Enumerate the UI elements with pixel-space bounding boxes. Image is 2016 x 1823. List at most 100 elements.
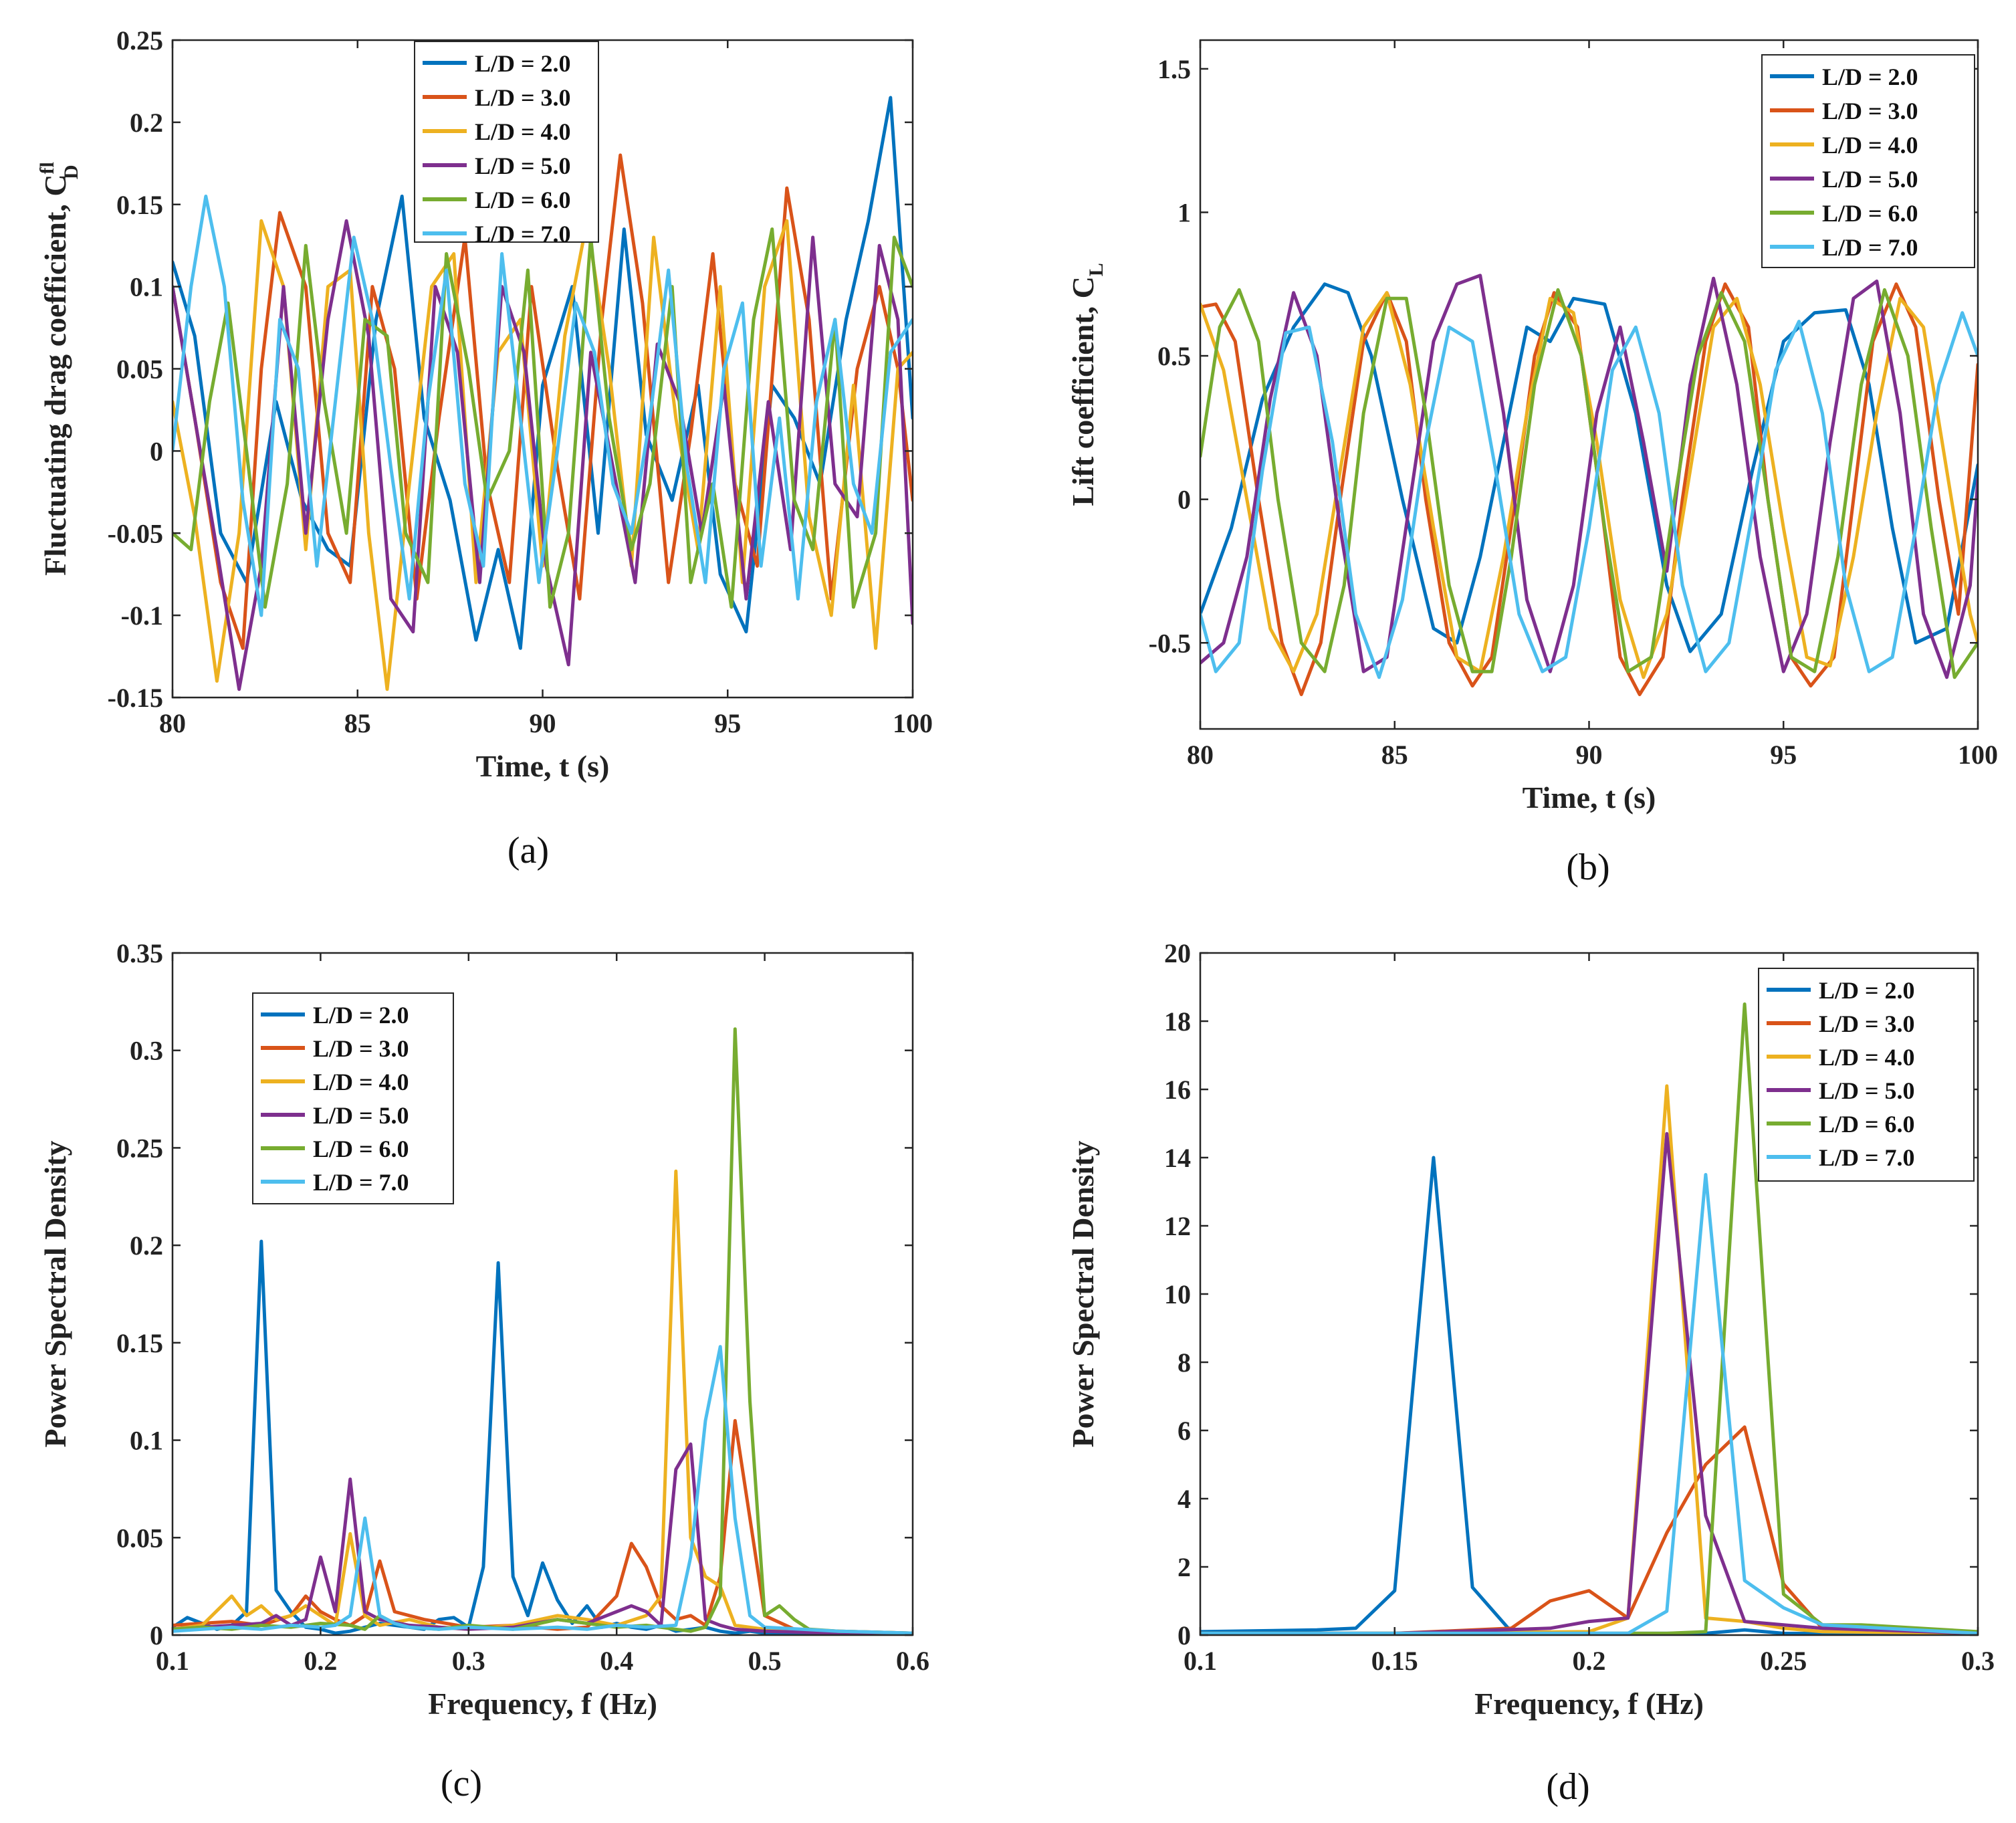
y-axis-label-subscript: D: [60, 165, 82, 179]
x-axis-label: Time, t (s): [1523, 780, 1656, 815]
legend-entry: L/D = 7.0: [313, 1169, 409, 1196]
x-tick-label: 0.3: [1961, 1646, 1995, 1676]
series-line-d-4: [1200, 1132, 1978, 1635]
y-tick-label: 0.2: [130, 1230, 163, 1261]
y-tick-label: 8: [1178, 1348, 1191, 1378]
y-tick-label: 0: [150, 1620, 163, 1650]
y-axis-label-text: Lift coefficient, C: [1066, 276, 1100, 506]
y-tick-label: 0.15: [116, 1328, 163, 1358]
legend-entry: L/D = 2.0: [1819, 977, 1915, 1004]
series-line-a-6: [173, 195, 913, 617]
y-tick-label: 0.25: [116, 25, 163, 56]
legend-entry: L/D = 4.0: [475, 118, 571, 145]
y-tick-label: 0.05: [116, 1523, 163, 1553]
x-tick-label: 85: [1381, 740, 1408, 770]
legend-entry: L/D = 5.0: [475, 152, 571, 179]
legend-entry: L/D = 7.0: [1819, 1144, 1915, 1171]
y-tick-label: -0.5: [1149, 628, 1191, 658]
y-axis-label-text: Power Spectral Density: [38, 1140, 72, 1447]
panel-label: (b): [1566, 847, 1609, 888]
series-line-c-5: [173, 1027, 913, 1635]
x-axis-label: Frequency, f (Hz): [1474, 1687, 1704, 1721]
y-tick-label: -0.05: [108, 518, 163, 548]
series-line-b-6: [1200, 311, 1978, 679]
y-tick-label: 6: [1178, 1416, 1191, 1446]
y-axis-label: Power Spectral Density: [1066, 1140, 1100, 1447]
panel-a: 80 85 90 95 100 -0.15 -0.1 -0.05 0 0.05 0.1 0.15 0.2…: [36, 25, 933, 871]
panel-d: 0.1 0.15 0.2 0.25 0.3 0 2 4 6 8 10 12 14 16 18 20 Freque…: [1066, 938, 1995, 1808]
x-tick-label: 90: [1576, 740, 1603, 770]
legend-entry: L/D = 4.0: [313, 1069, 409, 1095]
y-tick-label: 0: [1178, 1620, 1191, 1650]
x-tick-label: 100: [893, 708, 933, 738]
legend-entry: L/D = 7.0: [1822, 234, 1918, 261]
series-line-b-4: [1200, 274, 1978, 679]
legend-entry: L/D = 5.0: [313, 1102, 409, 1129]
x-axis-label: Frequency, f (Hz): [428, 1687, 657, 1721]
y-axis-label: Fluctuating drag coefficient, Cfl D: [36, 162, 82, 576]
y-tick-label: 0.2: [130, 108, 163, 138]
y-tick-label: -0.1: [121, 601, 163, 631]
x-tick-label: 95: [714, 708, 741, 738]
x-tick-label: 0.2: [304, 1646, 337, 1676]
y-tick-label: 14: [1164, 1143, 1191, 1173]
x-tick-label: 100: [1958, 740, 1998, 770]
y-tick-label: 10: [1164, 1279, 1191, 1309]
x-tick-label: 85: [344, 708, 371, 738]
panel-label: (d): [1546, 1766, 1589, 1808]
legend-entry: L/D = 6.0: [1819, 1111, 1915, 1138]
x-tick-label: 0.1: [1184, 1646, 1217, 1676]
y-tick-label: 16: [1164, 1075, 1191, 1105]
x-axis-label: Time, t (s): [476, 749, 610, 783]
y-tick-label: 0.3: [130, 1036, 163, 1066]
axes-frame: [171, 952, 914, 1636]
legend-box: [1761, 54, 1975, 268]
x-tick-label: 0.2: [1573, 1646, 1606, 1676]
legend-entry: L/D = 4.0: [1819, 1044, 1915, 1071]
x-tick-label: 80: [1187, 740, 1214, 770]
panel-b: 80 85 90 95 100 -0.5 0 0.5 1 1.5 Time, t (s) Lift c…: [1066, 39, 1998, 888]
y-tick-label: 0: [1178, 485, 1191, 515]
y-tick-label: 0.1: [130, 272, 163, 302]
legend-entry: L/D = 5.0: [1822, 166, 1918, 193]
legend-entry: L/D = 6.0: [313, 1136, 409, 1162]
legend-entry: L/D = 3.0: [313, 1035, 409, 1062]
legend-entry: L/D = 2.0: [313, 1002, 409, 1029]
y-tick-label: 4: [1178, 1484, 1191, 1514]
series-line-a-5: [173, 227, 913, 609]
x-tick-label: 0.15: [1371, 1646, 1418, 1676]
x-tick-label: 0.6: [896, 1646, 929, 1676]
x-tick-label: 95: [1770, 740, 1797, 770]
x-tick-label: 90: [530, 708, 556, 738]
x-tick-label: 0.4: [600, 1646, 633, 1676]
legend-entry: L/D = 4.0: [1822, 132, 1918, 158]
y-tick-label: 0.35: [116, 938, 163, 968]
y-tick-label: 20: [1164, 938, 1191, 968]
panel-label: (a): [508, 830, 549, 871]
y-axis-label-text: Power Spectral Density: [1066, 1140, 1100, 1447]
x-tick-label: 80: [159, 708, 186, 738]
y-axis-label-superscript: fl: [36, 162, 58, 174]
y-tick-label: 0.05: [116, 354, 163, 385]
legend-entry: L/D = 3.0: [1822, 98, 1918, 124]
series-line-b-5: [1200, 288, 1978, 679]
y-tick-label: 0.5: [1157, 341, 1191, 371]
legend-entry: L/D = 3.0: [475, 84, 571, 111]
legend-entry: L/D = 6.0: [1822, 200, 1918, 227]
y-axis-label-text: Fluctuating drag coefficient, C: [38, 174, 72, 575]
y-tick-label: 0.25: [116, 1133, 163, 1163]
legend: L/D = 2.0 L/D = 3.0 L/D = 4.0 L/D = 5.0 L/D …: [414, 41, 599, 247]
series-line-c-6: [173, 1345, 913, 1635]
legend-entry: L/D = 3.0: [1819, 1010, 1915, 1037]
y-axis-label-subscript: L: [1085, 263, 1107, 276]
series-line-b-1: [1200, 282, 1978, 653]
legend: L/D = 2.0 L/D = 3.0 L/D = 4.0 L/D = 5.0 L/D …: [1758, 968, 1975, 1182]
series-line-b-3: [1200, 291, 1978, 679]
series-line-d-6: [1200, 1173, 1978, 1635]
y-axis-label: Power Spectral Density: [38, 1140, 72, 1447]
panel-label: (c): [441, 1763, 482, 1804]
series-line-d-1: [1200, 1156, 1978, 1635]
y-tick-label: 12: [1164, 1211, 1191, 1241]
y-axis-label: Lift coefficient, CL: [1066, 263, 1107, 506]
legend: L/D = 2.0 L/D = 3.0 L/D = 4.0 L/D = 5.0 L/D …: [252, 992, 454, 1204]
